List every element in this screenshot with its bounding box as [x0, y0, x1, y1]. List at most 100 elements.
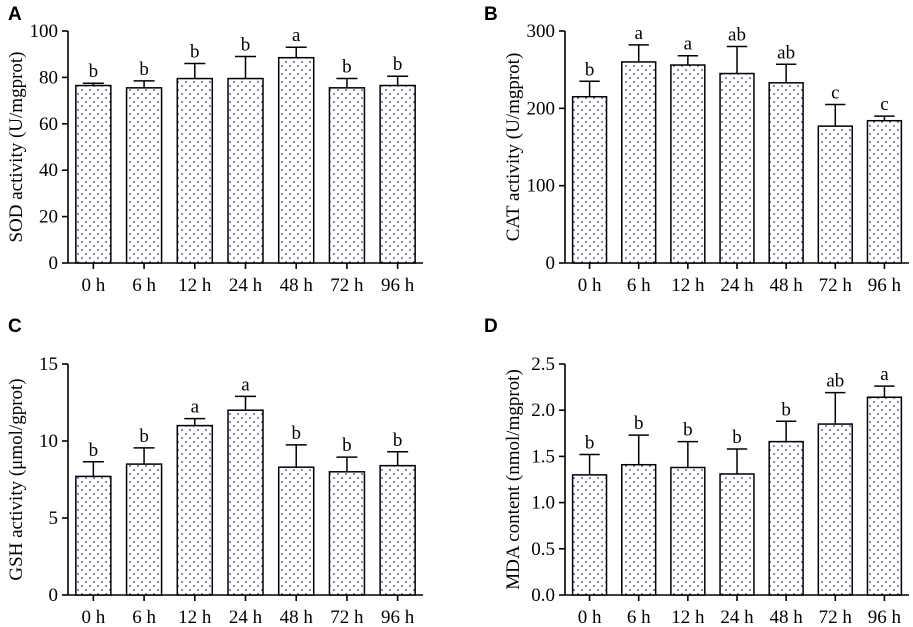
panel-label: D — [484, 316, 498, 337]
chart-panel-b: B CAT activity (U/mgprot) 0 100 200 300 b 0 h a 6… — [484, 4, 909, 296]
y-axis-label: MDA content (nmol/mgprot) — [503, 369, 524, 590]
significance-label: b — [781, 399, 791, 420]
x-tick-label: 6 h — [132, 275, 156, 296]
y-tick-label: 5 — [49, 508, 59, 529]
x-tick-label: 24 h — [720, 275, 754, 296]
significance-label: b — [89, 61, 99, 82]
x-tick-label: 48 h — [770, 275, 804, 296]
bar-48h — [768, 82, 804, 264]
bar-96h — [379, 84, 416, 264]
significance-label: b — [342, 435, 352, 456]
y-tick-label: 40 — [39, 160, 58, 181]
bar-24h — [719, 72, 755, 264]
y-tick-label: 0.0 — [531, 585, 555, 606]
x-tick-label: 48 h — [280, 275, 314, 296]
y-tick-label: 200 — [527, 98, 556, 119]
significance-label: b — [393, 54, 403, 75]
significance-label: b — [190, 41, 200, 62]
significance-label: b — [139, 426, 149, 447]
bar-72h — [817, 423, 853, 596]
y-axis-label: GSH activity (μmol/gprot) — [6, 378, 27, 580]
significance-label: ab — [777, 42, 795, 63]
bar-12h — [670, 64, 706, 264]
x-tick-label: 96 h — [868, 607, 902, 627]
significance-label: a — [634, 23, 643, 44]
bar-24h — [719, 473, 755, 596]
x-tick-label: 24 h — [229, 607, 263, 627]
bar-48h — [768, 440, 804, 596]
significance-label: b — [139, 59, 149, 80]
significance-label: ab — [826, 371, 844, 392]
x-tick-label: 72 h — [819, 275, 853, 296]
y-tick-label: 1.5 — [531, 446, 555, 467]
x-tick-label: 12 h — [671, 607, 705, 627]
x-tick-label: 6 h — [627, 607, 651, 627]
bar-24h — [227, 409, 264, 596]
bar-96h — [379, 464, 416, 596]
bar-48h — [277, 56, 315, 264]
chart-panel-a: A SOD activity (U/mgprot) 0 20 40 60 80 100 b 0 h… — [6, 4, 423, 296]
bar-0h — [571, 95, 608, 264]
x-tick-label: 12 h — [671, 275, 705, 296]
significance-label: c — [880, 94, 888, 115]
significance-label: a — [880, 364, 889, 385]
significance-label: b — [89, 440, 99, 461]
x-tick-label: 0 h — [81, 275, 105, 296]
bar-0h — [571, 474, 608, 596]
significance-label: b — [634, 413, 644, 434]
bar-72h — [817, 125, 853, 264]
significance-label: a — [292, 25, 301, 46]
panel-label: A — [8, 4, 22, 25]
x-tick-label: 48 h — [280, 607, 314, 627]
x-tick-label: 72 h — [330, 607, 364, 627]
significance-label: b — [241, 35, 251, 56]
y-tick-label: 20 — [39, 207, 58, 228]
x-tick-label: 6 h — [627, 275, 651, 296]
significance-label: b — [393, 430, 403, 451]
significance-label: a — [241, 374, 250, 395]
bar-6h — [125, 463, 163, 596]
significance-label: c — [831, 82, 839, 103]
panel-label: B — [484, 4, 498, 25]
x-tick-label: 12 h — [178, 607, 212, 627]
y-axis-label: SOD activity (U/mgprot) — [6, 51, 27, 242]
y-tick-label: 60 — [39, 114, 58, 135]
y-tick-label: 10 — [39, 431, 58, 452]
y-tick-label: 15 — [39, 354, 58, 375]
y-tick-label: 0 — [546, 253, 556, 274]
bar-72h — [328, 87, 366, 264]
significance-label: b — [585, 59, 595, 80]
bar-0h — [75, 84, 112, 264]
x-tick-label: 6 h — [132, 607, 156, 627]
y-tick-label: 1.0 — [531, 493, 555, 514]
bar-0h — [75, 475, 112, 596]
x-tick-label: 96 h — [381, 275, 415, 296]
x-tick-label: 48 h — [770, 607, 804, 627]
bar-96h — [866, 119, 903, 264]
bar-12h — [176, 77, 214, 264]
x-tick-label: 0 h — [81, 607, 105, 627]
significance-label: b — [683, 420, 693, 441]
y-tick-label: 100 — [527, 176, 556, 197]
y-tick-label: 2.0 — [531, 400, 555, 421]
significance-label: ab — [728, 24, 746, 45]
y-tick-label: 80 — [39, 67, 58, 88]
bar-6h — [125, 87, 163, 264]
panel-label: C — [8, 316, 22, 337]
bar-6h — [621, 463, 657, 596]
significance-label: a — [191, 397, 200, 418]
significance-label: b — [585, 433, 595, 454]
bar-48h — [277, 466, 315, 596]
significance-label: a — [684, 34, 693, 55]
y-tick-label: 0 — [49, 585, 59, 606]
bar-24h — [227, 77, 264, 264]
chart-panel-c: C GSH activity (μmol/gprot) 0 5 10 15 b 0 h b 6 h… — [6, 316, 423, 627]
chart-panel-d: D MDA content (nmol/mgprot) 0.0 0.5 1.0 1.5 2.… — [484, 316, 909, 627]
y-tick-label: 0 — [49, 253, 59, 274]
y-tick-label: 100 — [30, 21, 59, 42]
x-tick-label: 24 h — [720, 607, 754, 627]
y-tick-label: 300 — [527, 21, 556, 42]
bar-12h — [670, 466, 706, 596]
significance-label: b — [732, 427, 742, 448]
